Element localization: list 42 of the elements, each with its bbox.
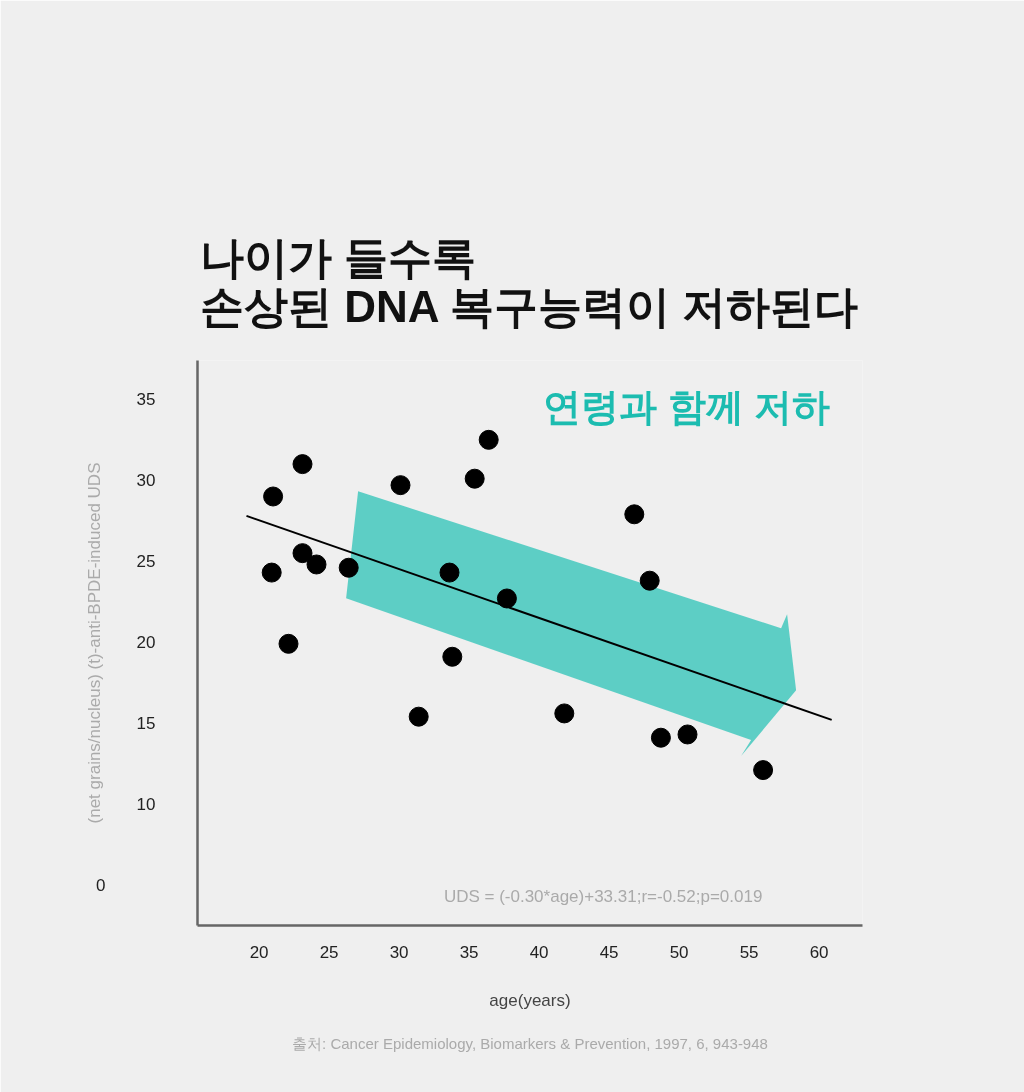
- x-tick-label: 35: [459, 942, 479, 962]
- point: [554, 703, 575, 724]
- y-tick-label: 20: [136, 633, 156, 653]
- point: [639, 570, 660, 591]
- y-tick-label: 10: [136, 795, 156, 815]
- point: [306, 554, 327, 575]
- point: [442, 646, 463, 667]
- text: 0: [96, 876, 106, 896]
- x-tick-label: 30: [389, 942, 409, 962]
- point: [496, 588, 517, 609]
- point: [278, 633, 299, 654]
- point: [439, 562, 460, 583]
- point: [408, 706, 429, 727]
- annotation: UDS = (-0.30*age)+33.31;r=-0.52;p=0.019: [443, 886, 763, 906]
- y-tick-label: 35: [136, 390, 156, 410]
- x-tick-label: 50: [669, 942, 689, 962]
- x-tick-label: 55: [739, 942, 759, 962]
- x-tick-label: 60: [809, 942, 829, 962]
- point: [650, 727, 671, 748]
- y-axis-title: (net grains/nucleus) (t)-anti-BPDE-induced UDS: [84, 462, 104, 824]
- point: [390, 475, 411, 496]
- point: [263, 486, 284, 507]
- point: [261, 562, 282, 583]
- chart-title: 나이가 들수록 손상된 DNA 복구능력이 저하된다: [200, 232, 859, 331]
- source-note: 출처: Cancer Epidemiology, Biomarkers & Prevention, 1997, 6, 943-948: [292, 1034, 768, 1052]
- x-axis-title: age(years): [489, 990, 571, 1010]
- y-tick-label: 30: [136, 471, 156, 491]
- point: [624, 504, 645, 525]
- point: [292, 454, 313, 475]
- point: [338, 557, 359, 578]
- point: [292, 543, 313, 564]
- x-tick-label: 25: [319, 942, 339, 962]
- y-tick-label: 15: [136, 714, 156, 734]
- point: [753, 760, 774, 781]
- y-tick-label: 25: [136, 552, 156, 572]
- annotation: 연령과 함께 저하: [543, 386, 831, 429]
- point: [464, 468, 485, 489]
- x-tick-label: 40: [529, 942, 549, 962]
- x-tick-label: 20: [249, 942, 269, 962]
- point: [478, 429, 499, 450]
- point: [677, 724, 698, 745]
- x-tick-label: 45: [599, 942, 619, 962]
